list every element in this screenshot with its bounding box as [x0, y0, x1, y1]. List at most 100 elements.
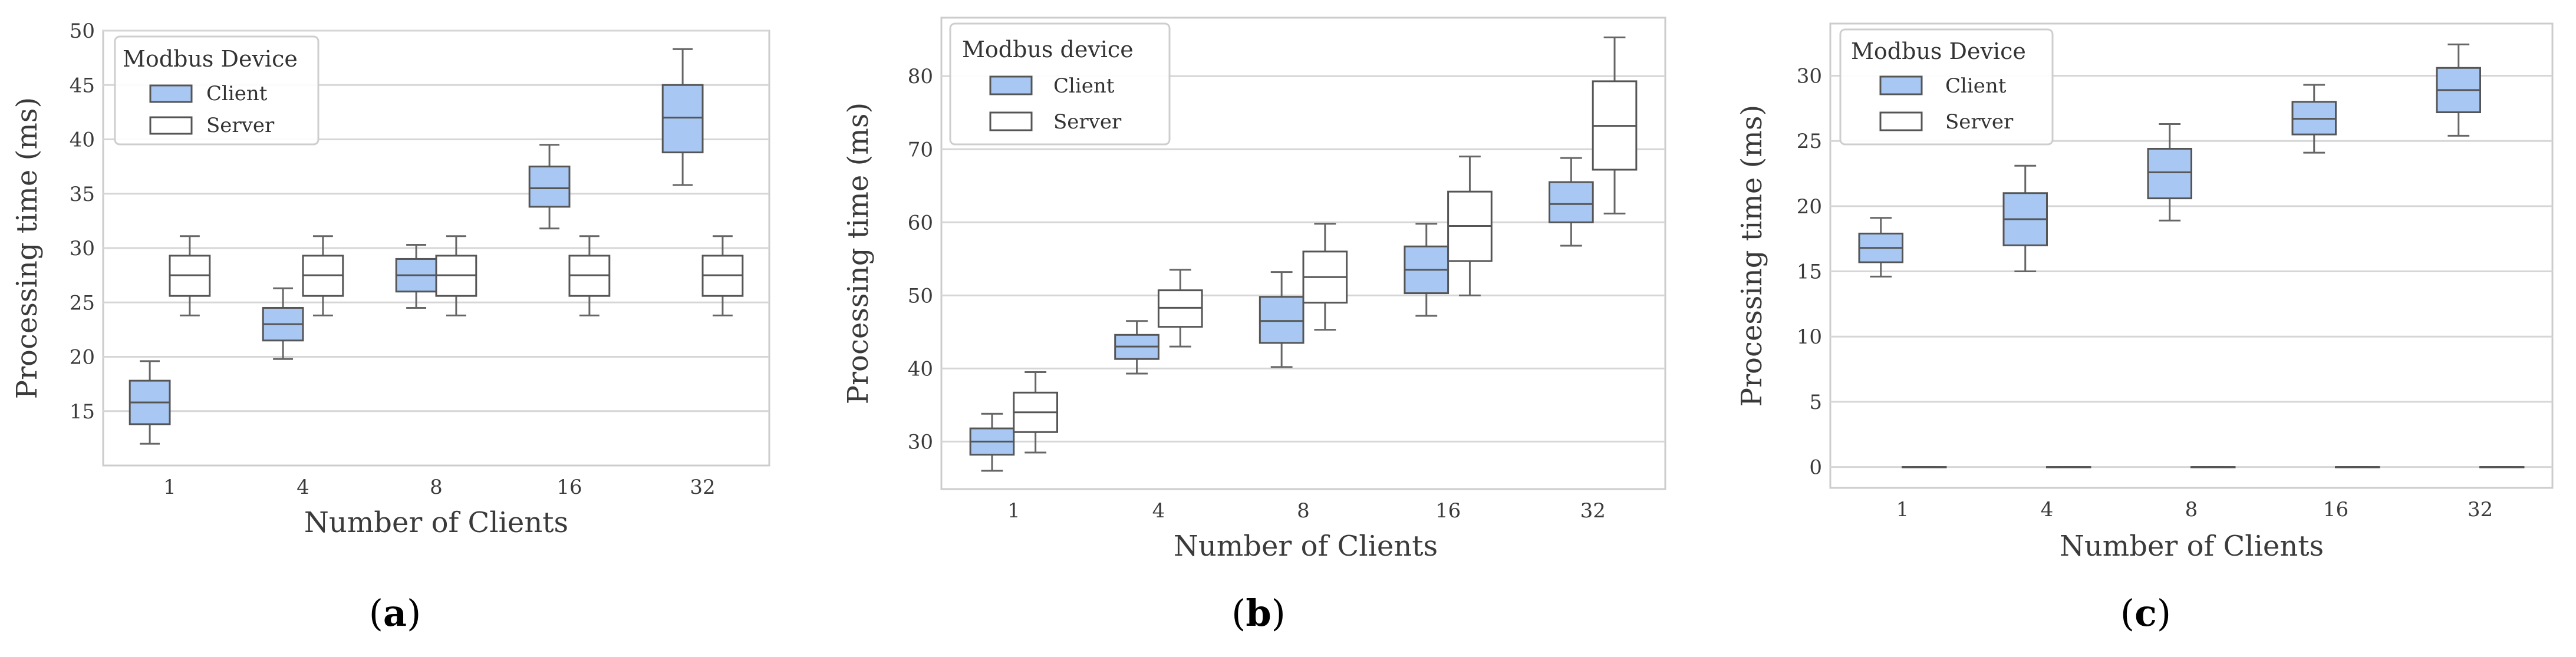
x-tick-label: 1: [1007, 499, 1020, 523]
y-tick-label: 80: [908, 65, 933, 88]
y-tick-label: 30: [70, 237, 95, 260]
box-client: [969, 412, 1015, 472]
box-server: [2335, 466, 2380, 468]
y-tick-label: 10: [1797, 325, 1822, 349]
box-iqr: [661, 84, 704, 154]
box-server: [1902, 466, 1947, 468]
y-tick-label: 45: [70, 74, 95, 97]
x-tick-label: 16: [556, 476, 582, 499]
boxes: [969, 36, 1638, 472]
gridlines: [941, 75, 1665, 443]
x-tick-label: 4: [1152, 499, 1165, 523]
legend: Modbus device Client Server: [949, 22, 1171, 146]
x-tick-label: 1: [1896, 498, 1909, 521]
legend-label-client: Client: [1945, 74, 2007, 98]
box-client: [528, 144, 571, 230]
box-iqr: [1549, 181, 1594, 223]
box-client: [129, 360, 171, 445]
caption-open: (: [369, 592, 383, 635]
x-tick-label: 8: [2185, 498, 2198, 521]
y-axis-label: Processing time (ms): [1735, 105, 1768, 407]
caption-b: (b): [1231, 592, 1286, 635]
y-tick-label: 15: [1797, 260, 1822, 284]
panel-b: 30 40 50 60 70 80 1 4 8 16 32 Processing time (ms…: [842, 16, 1666, 635]
legend-label-server: Server: [206, 114, 275, 137]
caption-close: ): [407, 592, 421, 635]
caption-close: ): [1271, 592, 1286, 635]
boxes: [129, 48, 744, 445]
boxes: [1858, 43, 2525, 468]
box-server: [701, 235, 744, 316]
caption-close: ): [2157, 592, 2171, 635]
box-iqr: [528, 166, 571, 208]
box-server: [1013, 371, 1058, 454]
y-tick-label: 50: [908, 284, 933, 308]
x-tick-label: 8: [430, 476, 443, 499]
box-server: [1302, 223, 1348, 331]
box-client: [1114, 320, 1159, 375]
y-tick-label: 70: [908, 138, 933, 161]
legend-swatch-server: [149, 116, 193, 135]
legend-title: Modbus Device: [1851, 38, 2026, 64]
caption-c: (c): [2120, 592, 2171, 635]
y-tick-label: 25: [1797, 130, 1822, 153]
x-tick-label: 32: [690, 476, 715, 499]
panel-c: 0 5 10 15 20 25 30 1 4 8 16 32 Processing time (ms…: [1735, 22, 2554, 635]
y-tick-label: 60: [908, 211, 933, 235]
y-tick-label: 30: [1797, 65, 1822, 88]
y-tick-label: 20: [1797, 195, 1822, 219]
legend-swatch-server: [1879, 111, 1923, 131]
box-server: [2190, 466, 2236, 468]
x-tick-label: 4: [297, 476, 309, 499]
box-server: [169, 235, 211, 316]
x-tick-label: 8: [1297, 499, 1310, 523]
box-server: [302, 235, 344, 316]
caption-a: (a): [369, 592, 421, 635]
caption-open: (: [2120, 592, 2134, 635]
y-tick-label: 25: [70, 291, 95, 315]
y-axis-label: Processing time (ms): [11, 97, 44, 399]
box-client: [2436, 43, 2481, 137]
x-tick-label: 16: [1435, 499, 1461, 523]
legend-label-server: Server: [1945, 110, 2014, 134]
legend-swatch-server: [989, 111, 1033, 131]
box-client: [262, 287, 304, 360]
caption-letter: b: [1246, 592, 1271, 635]
caption-open: (: [1231, 592, 1246, 635]
box-server: [2479, 466, 2525, 468]
box-server: [568, 235, 611, 316]
gridlines: [103, 29, 769, 412]
legend-swatch-client: [149, 84, 193, 103]
x-tick-labels: 1 4 8 16 32: [1896, 498, 2493, 521]
legend-label-server: Server: [1053, 110, 1122, 134]
legend: Modbus Device Client Server: [1839, 28, 2054, 146]
box-client: [1858, 217, 1903, 278]
y-tick-label: 5: [1809, 391, 1822, 414]
x-axis-label: Number of Clients: [304, 506, 568, 539]
caption-letter: c: [2134, 592, 2157, 635]
box-server: [435, 235, 477, 316]
y-tick-label: 40: [908, 357, 933, 381]
legend-swatch-client: [1879, 75, 1923, 95]
x-tick-label: 1: [163, 476, 176, 499]
panel-a: 15 20 25 30 35 40 45 50 1 4 8 16 32 Processing time…: [11, 19, 770, 635]
box-server: [2046, 466, 2091, 468]
box-iqr: [2147, 147, 2192, 200]
x-tick-labels: 1 4 8 16 32: [1007, 499, 1606, 523]
box-server: [1592, 36, 1638, 214]
legend-title: Modbus Device: [123, 46, 298, 72]
y-tick-label: 40: [70, 128, 95, 152]
legend: Modbus Device Client Server: [114, 35, 319, 146]
y-tick-label: 20: [70, 346, 95, 369]
x-tick-label: 32: [1580, 499, 1606, 523]
legend-title: Modbus device: [962, 37, 1134, 62]
legend-swatch-client: [989, 75, 1033, 95]
x-axis-label: Number of Clients: [1174, 530, 1438, 563]
box-client: [1259, 271, 1305, 368]
y-tick-labels: 15 20 25 30 35 40 45 50: [70, 19, 95, 424]
box-server: [1447, 156, 1493, 296]
box-client: [1549, 157, 1594, 247]
x-tick-labels: 1 4 8 16 32: [163, 476, 715, 499]
box-client: [1404, 223, 1450, 317]
